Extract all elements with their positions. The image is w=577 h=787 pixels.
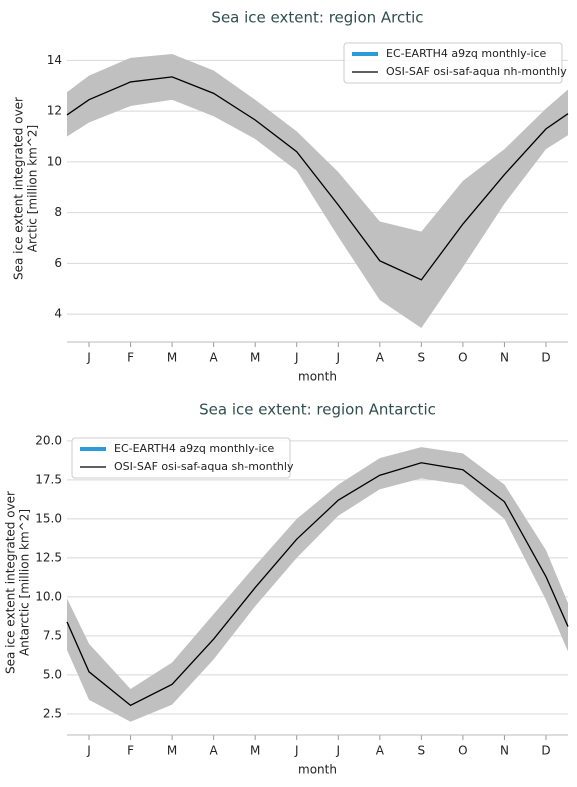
x-tick-label: J <box>335 351 340 365</box>
legend-label: EC-EARTH4 a9zq monthly-ice <box>386 47 547 60</box>
legend-box <box>343 42 563 84</box>
y-tick-label: 7.5 <box>43 628 62 642</box>
x-tick-label: J <box>335 744 340 758</box>
y-tick-label: 5.0 <box>43 667 62 681</box>
y-tick-label: 10 <box>47 154 62 168</box>
legend-label: OSI-SAF osi-saf-aqua sh-monthly <box>114 460 294 473</box>
x-tick-label: N <box>500 351 509 365</box>
x-tick-label: A <box>210 351 219 365</box>
y-tick-label: 17.5 <box>35 472 62 486</box>
chart-title: Sea ice extent: region Antarctic <box>199 401 436 419</box>
y-axis-label: Arctic [million km^2] <box>26 125 40 252</box>
y-tick-label: 2.5 <box>43 706 62 720</box>
chart: Sea ice extent: region Antarctic 2.5 5.0 7.… <box>4 401 569 777</box>
x-tick-label: A <box>376 744 385 758</box>
range-band <box>67 54 568 329</box>
y-tick-label: 12 <box>47 104 62 118</box>
x-tick-label: S <box>418 351 426 365</box>
y-tick-label: 14 <box>47 53 62 67</box>
x-tick-label: A <box>210 744 219 758</box>
y-tick-label: 8 <box>54 205 62 219</box>
y-tick-label: 4 <box>54 307 62 321</box>
x-tick-label: A <box>376 351 385 365</box>
y-tick-label: 6 <box>54 256 62 270</box>
x-tick-label: O <box>458 744 467 758</box>
y-tick-label: 10.0 <box>35 589 62 603</box>
chart: Sea ice extent: region Arctic 4 6 8 10 12 14 J F… <box>12 9 569 384</box>
range-band <box>67 447 568 722</box>
x-axis-label: month <box>298 370 337 384</box>
data-line <box>66 462 569 707</box>
x-tick-label: M <box>167 351 177 365</box>
x-tick-label: M <box>167 744 177 758</box>
x-tick-label: D <box>541 351 550 365</box>
y-axis-label: Sea ice extent integrated over <box>12 97 26 280</box>
legend-label: EC-EARTH4 a9zq monthly-ice <box>114 442 275 455</box>
x-tick-label: O <box>458 351 467 365</box>
x-tick-label: M <box>250 744 260 758</box>
legend-box <box>71 437 291 479</box>
data-line <box>66 76 569 281</box>
x-tick-label: J <box>294 744 299 758</box>
y-axis-label: Sea ice extent integrated over <box>4 491 18 674</box>
x-tick-label: J <box>294 351 299 365</box>
y-tick-label: 12.5 <box>35 550 62 564</box>
x-tick-label: J <box>86 744 91 758</box>
x-tick-label: D <box>541 744 550 758</box>
x-tick-label: F <box>127 351 134 365</box>
x-tick-label: S <box>418 744 426 758</box>
chart-title: Sea ice extent: region Arctic <box>211 9 423 27</box>
x-tick-label: F <box>127 744 134 758</box>
y-tick-label: 20.0 <box>35 433 62 447</box>
x-tick-label: N <box>500 744 509 758</box>
legend-label: OSI-SAF osi-saf-aqua nh-monthly <box>386 65 567 78</box>
y-axis-label: Antarctic [million km^2] <box>18 509 32 656</box>
x-axis-label: month <box>298 763 337 777</box>
x-tick-label: M <box>250 351 260 365</box>
y-tick-label: 15.0 <box>35 511 62 525</box>
x-tick-label: J <box>86 351 91 365</box>
